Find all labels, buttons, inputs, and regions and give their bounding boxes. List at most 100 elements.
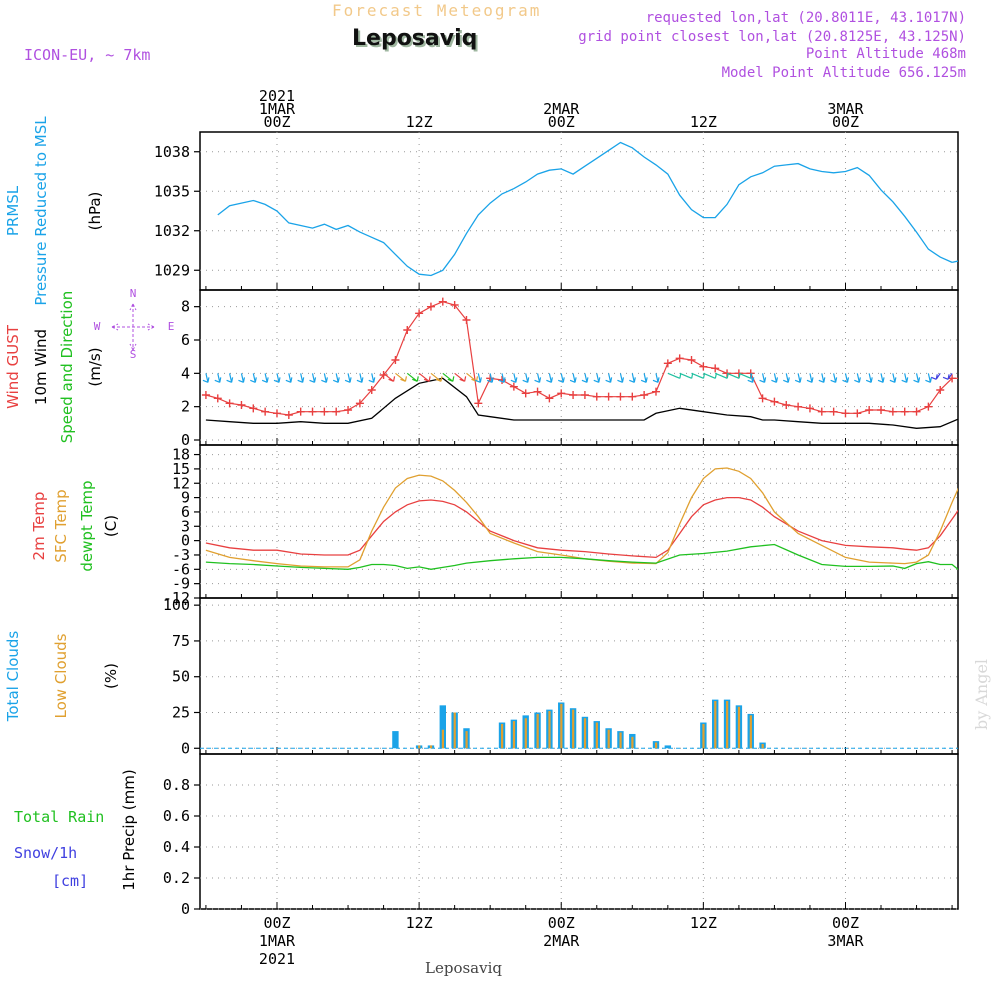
y-axis-label: (C) <box>102 515 120 537</box>
y-axis-label: dewpt Temp <box>78 480 96 571</box>
wind-speed-line <box>205 377 958 429</box>
wind-barb <box>931 373 941 380</box>
wind-gust-marker <box>533 387 542 396</box>
low-cloud-bar <box>654 742 658 749</box>
y-axis-label: (m/s) <box>86 347 104 386</box>
y-tick-label: -9 <box>172 575 190 593</box>
y-tick-label: 0.4 <box>163 838 190 856</box>
low-cloud-bar <box>607 729 610 749</box>
low-cloud-bar <box>749 715 752 749</box>
wind-barb <box>889 373 897 383</box>
low-cloud-bar <box>631 736 634 749</box>
wind-gust-marker <box>545 394 554 403</box>
wind-gust-marker <box>853 409 862 418</box>
temperature-line <box>205 543 958 571</box>
wind-gust-marker <box>877 406 886 414</box>
compass-west: W <box>94 320 101 333</box>
wind-barb <box>510 373 518 383</box>
low-cloud-bar <box>619 732 622 749</box>
time-label-top: 00Z <box>548 113 575 131</box>
wind-gust-marker <box>687 356 696 364</box>
y-axis-label: Pressure Reduced to MSL <box>32 116 50 306</box>
y-tick-label: 1032 <box>154 222 190 240</box>
point-altitude: Point Altitude 468m <box>805 46 966 62</box>
wind-barb <box>617 373 625 383</box>
wind-gust-marker <box>415 309 424 318</box>
y-axis-label: (%) <box>102 663 120 689</box>
wind-barb <box>238 373 246 383</box>
y-axis-label: Low Clouds <box>52 633 70 718</box>
wind-barb <box>783 373 790 383</box>
y-tick-label: 75 <box>172 632 190 650</box>
compass-rose <box>111 303 155 351</box>
wind-barb <box>581 373 589 383</box>
wind-gust-marker <box>628 392 637 401</box>
wind-gust-marker <box>509 382 518 391</box>
wind-barb <box>703 372 717 379</box>
wind-barb <box>877 373 885 383</box>
time-label-top: 00Z <box>263 113 290 131</box>
wind-gust-marker <box>308 407 317 416</box>
y-tick-label: 8 <box>181 298 190 316</box>
wind-gust-marker <box>711 364 720 373</box>
wind-barb <box>356 373 364 383</box>
wind-gust-marker <box>663 359 672 368</box>
y-axis-label: 10m Wind <box>32 329 50 405</box>
wind-barb <box>214 373 222 383</box>
y-tick-label: 1038 <box>154 143 190 161</box>
wind-gust-marker <box>936 386 945 394</box>
wind-barb <box>738 372 753 379</box>
wind-gust-marker <box>723 369 732 378</box>
compass-north: N <box>130 287 137 300</box>
wind-barb <box>418 372 431 382</box>
wind-barb <box>854 373 861 383</box>
wind-gust-marker <box>557 389 566 398</box>
wind-barb <box>605 373 613 383</box>
wind-barb <box>771 373 779 383</box>
wind-gust-marker <box>782 401 791 409</box>
y-tick-label: 6 <box>181 331 190 349</box>
y-tick-label: 6 <box>181 503 190 521</box>
total-cloud-bar <box>664 745 672 749</box>
low-cloud-bar <box>726 701 729 749</box>
wind-gust-marker <box>912 407 921 416</box>
wind-barb <box>273 373 281 383</box>
wind-barb <box>309 373 317 383</box>
wind-barb <box>202 373 210 383</box>
time-label-bottom: 2021 <box>259 950 295 968</box>
time-label-top: 12Z <box>690 113 717 131</box>
wind-gust-marker <box>794 402 803 411</box>
time-label-bottom: 12Z <box>690 914 717 932</box>
y-tick-label: 100 <box>163 596 190 614</box>
wind-gust-marker <box>450 301 459 309</box>
wind-barb <box>691 372 706 379</box>
wind-gust-marker <box>675 354 684 363</box>
low-cloud-bar <box>595 722 598 749</box>
y-tick-label: 25 <box>172 703 190 721</box>
wind-gust-marker <box>888 407 897 416</box>
wind-barb <box>629 373 636 383</box>
wind-barb <box>558 373 565 383</box>
wind-barb <box>726 372 741 379</box>
wind-barb <box>285 373 293 383</box>
wind-barb <box>534 373 542 383</box>
wind-gust-marker <box>213 394 222 403</box>
precip-legend-label: Total Rain <box>14 808 104 826</box>
time-label-bottom: 3MAR <box>827 932 864 950</box>
compass-south: S <box>130 348 137 361</box>
y-tick-label: 4 <box>181 364 190 382</box>
y-tick-label: 15 <box>172 460 190 478</box>
wind-barb <box>569 373 577 383</box>
wind-barb <box>250 373 257 383</box>
wind-barb <box>546 373 553 383</box>
wind-gust-marker <box>604 392 613 401</box>
wind-barb <box>297 373 305 383</box>
wind-barb <box>332 373 340 383</box>
wind-gust-marker <box>367 386 376 394</box>
wind-gust-marker <box>355 399 364 408</box>
compass-east: E <box>168 320 175 333</box>
wind-barb <box>942 373 953 380</box>
y-tick-label: 18 <box>172 446 190 464</box>
low-cloud-bar <box>702 723 705 749</box>
